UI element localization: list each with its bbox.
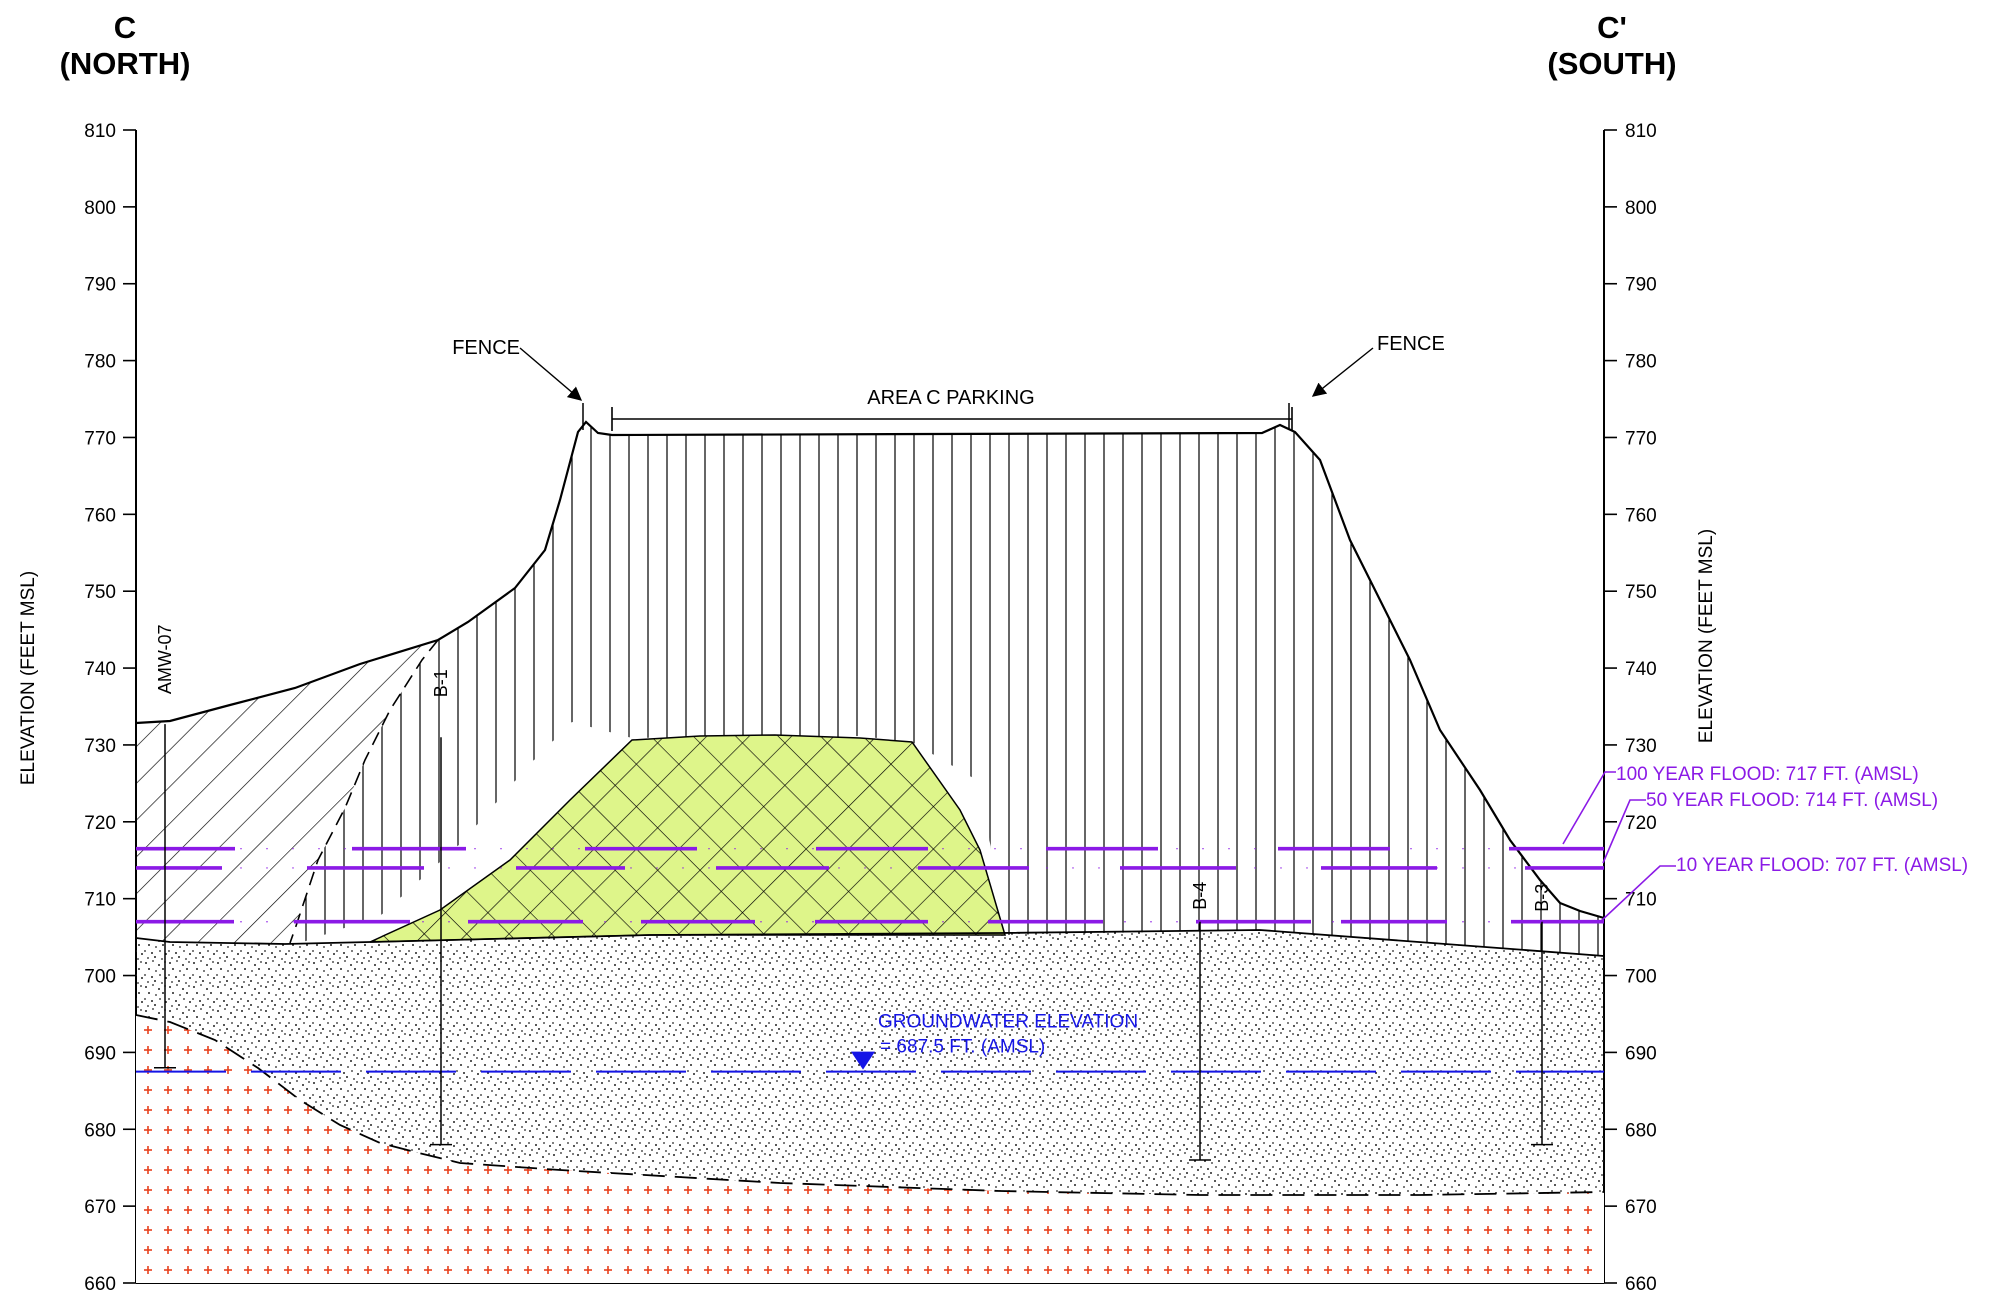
fill-sand-contact-line — [135, 929, 1605, 957]
flood-50-year-leader — [1602, 799, 1646, 864]
header-right-direction: (SOUTH) — [1547, 46, 1676, 81]
left-axis-tick-label: 690 — [84, 1043, 116, 1064]
fence-right-label: FENCE — [1377, 333, 1445, 355]
boring-label: AMW-07 — [155, 624, 175, 694]
right-axis-tick-label: 670 — [1625, 1197, 1657, 1218]
left-axis-tick-label: 700 — [84, 967, 116, 988]
left-axis-tick-label: 800 — [84, 198, 116, 219]
right-axis-tick-label: 780 — [1625, 352, 1657, 373]
right-axis-tick-label: 720 — [1625, 813, 1657, 834]
right-axis-tick-label: 710 — [1625, 890, 1657, 911]
flood-10-year-leader — [1599, 865, 1676, 923]
left-axis-tick-label: 760 — [84, 505, 116, 526]
right-axis-tick-label: 750 — [1625, 582, 1657, 603]
left-axis-tick-label: 730 — [84, 736, 116, 757]
boring-b-1: B-1 — [430, 669, 452, 1146]
groundwater-marker-icon — [851, 1051, 875, 1070]
parking-extent-line — [611, 407, 1293, 431]
right-axis-tick-label: 660 — [1625, 1274, 1657, 1295]
left-axis-tick-label: 740 — [84, 659, 116, 680]
boring-amw-07: AMW-07 — [154, 624, 176, 1069]
right-axis-tick-label: 770 — [1625, 428, 1657, 449]
left-axis-tick-label: 750 — [84, 582, 116, 603]
left-axis-tick-label: 790 — [84, 275, 116, 296]
left-axis-tick-label: 680 — [84, 1120, 116, 1141]
fence-left-label: FENCE — [452, 337, 520, 359]
right-axis-tick-label: 790 — [1625, 275, 1657, 296]
flood-10-year-label: 10 YEAR FLOOD: 707 FT. (AMSL) — [1676, 855, 1968, 876]
fence-left-leader — [519, 347, 583, 401]
right-axis-tick-label: 680 — [1625, 1120, 1657, 1141]
boring-b-4: B-4 — [1189, 882, 1211, 1161]
right-axis-tick-label: 760 — [1625, 505, 1657, 526]
left-axis-tick-label: 660 — [84, 1274, 116, 1295]
clay-boundary-line — [289, 639, 439, 944]
parking-label: AREA C PARKING — [867, 387, 1034, 409]
ground-surface-line — [135, 420, 1605, 920]
bedrock-layer — [136, 1015, 1604, 1283]
right-elevation-axis: 810 800 790 780 770 760 750 740 730 720 710 700 690 6… — [1603, 121, 1657, 1295]
left-axis-tick-label: 810 — [84, 121, 116, 142]
flood-50-year-label: 50 YEAR FLOOD: 714 FT. (AMSL) — [1646, 790, 1938, 811]
flood-100-year-label: 100 YEAR FLOOD: 717 FT. (AMSL) — [1616, 764, 1919, 785]
left-axis-tick-label: 780 — [84, 352, 116, 373]
bedrock-contact-line — [135, 1014, 1605, 1196]
right-axis-tick-label: 690 — [1625, 1043, 1657, 1064]
right-axis-tick-label: 700 — [1625, 967, 1657, 988]
right-axis-tick-label: 730 — [1625, 736, 1657, 757]
header-left-letter: C — [114, 10, 136, 45]
left-axis-tick-label: 720 — [84, 813, 116, 834]
groundwater-label-line1: GROUNDWATER ELEVATION — [878, 1012, 1138, 1033]
sand-layer — [136, 930, 1604, 1195]
groundwater-label-line2: = 687.5 FT. (AMSL) — [880, 1037, 1045, 1058]
boring-label: B-4 — [1190, 882, 1210, 910]
flood-100-year-leader — [1562, 771, 1616, 845]
fill-material-layer — [290, 422, 1604, 956]
header-left-direction: (NORTH) — [60, 46, 191, 81]
flood-lines — [136, 846, 1604, 924]
left-axis-tick-label: 770 — [84, 428, 116, 449]
header-right-letter: C' — [1597, 10, 1627, 45]
left-axis-title: ELEVATION (FEET MSL) — [18, 571, 39, 785]
boring-b-3: B-3 — [1531, 884, 1553, 1146]
boring-label: B-1 — [431, 669, 451, 697]
right-axis-title: ELEVATION (FEET MSL) — [1696, 529, 1717, 743]
fence-right-leader — [1311, 347, 1374, 397]
right-axis-tick-label: 740 — [1625, 659, 1657, 680]
left-axis-tick-label: 670 — [84, 1197, 116, 1218]
right-axis-tick-label: 800 — [1625, 198, 1657, 219]
right-axis-tick-label: 810 — [1625, 121, 1657, 142]
boring-label: B-3 — [1532, 884, 1552, 912]
left-axis-tick-label: 710 — [84, 890, 116, 911]
